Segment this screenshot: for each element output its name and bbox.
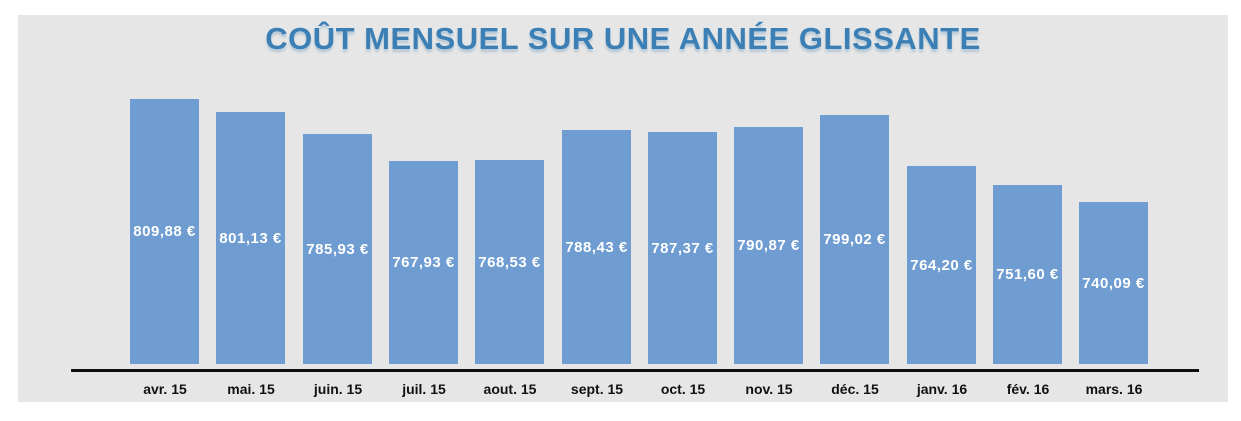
bar: 767,93 € — [389, 161, 458, 364]
x-axis-label: mai. 15 — [227, 381, 275, 397]
bar: 788,43 € — [562, 130, 631, 364]
x-axis-label: mars. 16 — [1085, 381, 1143, 397]
bar: 787,37 € — [648, 132, 717, 364]
bar-value-label: 751,60 € — [996, 266, 1059, 283]
x-axis-label: sept. 15 — [570, 381, 624, 397]
bar-value-label: 740,09 € — [1082, 274, 1145, 292]
x-axis-line — [71, 369, 1199, 372]
bar-value-label: 785,93 € — [306, 240, 369, 258]
x-axis-label: aout. 15 — [483, 381, 537, 397]
x-axis-label: avr. 15 — [143, 381, 187, 397]
bar: 790,87 € — [734, 127, 803, 364]
bar-value-label: 799,02 € — [823, 231, 886, 248]
bar-value-label: 788,43 € — [565, 238, 628, 256]
chart-title: COÛT MENSUEL SUR UNE ANNÉE GLISSANTE — [265, 21, 981, 56]
x-axis-label: juin. 15 — [313, 381, 363, 397]
bar-value-label: 787,37 € — [651, 239, 714, 257]
x-axis-label: juil. 15 — [402, 381, 446, 397]
x-axis-label: nov. 15 — [745, 381, 793, 397]
x-axis-label: déc. 15 — [831, 381, 879, 397]
x-axis-label: oct. 15 — [660, 381, 706, 397]
bar: 785,93 € — [303, 134, 372, 364]
bar-value-label: 809,88 € — [133, 223, 196, 240]
chart-panel: COÛT MENSUEL SUR UNE ANNÉE GLISSANTE 809… — [18, 15, 1228, 402]
bar-value-label: 801,13 € — [219, 229, 282, 247]
x-axis-label: janv. 16 — [916, 381, 968, 397]
x-axis-label: fév. 16 — [1006, 381, 1050, 397]
bar: 768,53 € — [475, 160, 544, 364]
bar-value-label: 767,93 € — [392, 254, 455, 271]
bar-value-label: 764,20 € — [910, 256, 973, 274]
bar: 740,09 € — [1079, 202, 1148, 364]
bar: 801,13 € — [216, 112, 285, 364]
bar: 809,88 € — [130, 99, 199, 364]
bar: 751,60 € — [993, 185, 1062, 364]
bar: 799,02 € — [820, 115, 889, 364]
bar-value-label: 768,53 € — [478, 253, 541, 271]
plot-area: 809,88 € avr. 15 801,13 € mai. 15 785,93 € ju… — [18, 15, 1228, 402]
bar-value-label: 790,87 € — [737, 237, 800, 254]
bar: 764,20 € — [907, 166, 976, 364]
